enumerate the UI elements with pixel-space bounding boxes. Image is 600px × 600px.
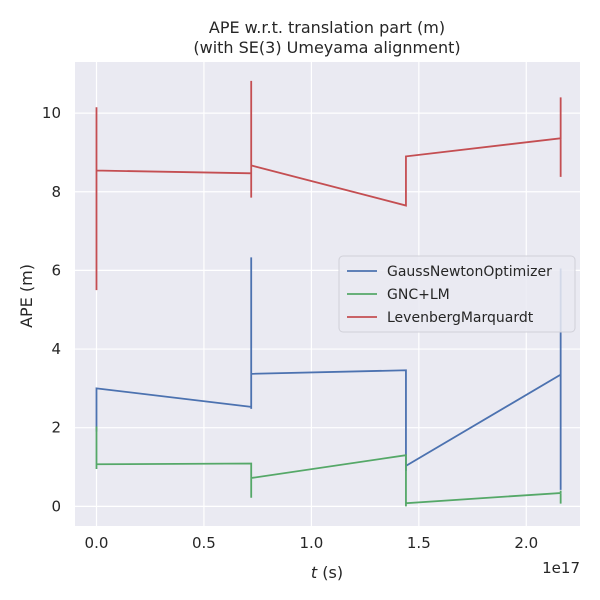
legend-label: GNC+LM <box>387 287 450 303</box>
y-axis-label: APE (m) <box>17 264 36 328</box>
y-tick-label: 2 <box>51 419 61 437</box>
tick-labels: 0.0 0.5 1.0 1.5 2.0 0 2 4 6 8 10 <box>42 104 538 552</box>
chart-title-line1: APE w.r.t. translation part (m) <box>209 18 445 37</box>
y-tick-label: 10 <box>42 104 61 122</box>
x-offset-label: 1e17 <box>542 559 580 577</box>
chart-title-line2: (with SE(3) Umeyama alignment) <box>193 38 460 57</box>
x-tick-label: 1.5 <box>407 534 431 552</box>
x-axis-label: t (s) <box>311 563 343 582</box>
legend-label: LevenbergMarquardt <box>387 310 534 326</box>
y-tick-label: 6 <box>51 261 61 279</box>
series-layer <box>95 80 562 507</box>
x-tick-label: 1.0 <box>299 534 323 552</box>
series-line-1 <box>95 426 562 507</box>
y-tick-label: 0 <box>51 497 61 515</box>
legend: GaussNewtonOptimizer GNC+LM LevenbergMarqu… <box>338 255 576 333</box>
y-tick-label: 8 <box>51 183 61 201</box>
legend-box <box>338 255 576 333</box>
series-line-0 <box>95 257 562 490</box>
grid <box>75 62 580 526</box>
x-axis-label-unit: (s) <box>317 563 343 582</box>
x-tick-label: 2.0 <box>514 534 538 552</box>
x-axis-label-var: t <box>311 563 318 582</box>
x-tick-label: 0.0 <box>85 534 109 552</box>
legend-label: GaussNewtonOptimizer <box>387 264 552 280</box>
series-line-2 <box>95 80 562 291</box>
y-tick-label: 4 <box>51 340 61 358</box>
x-tick-label: 0.5 <box>192 534 216 552</box>
